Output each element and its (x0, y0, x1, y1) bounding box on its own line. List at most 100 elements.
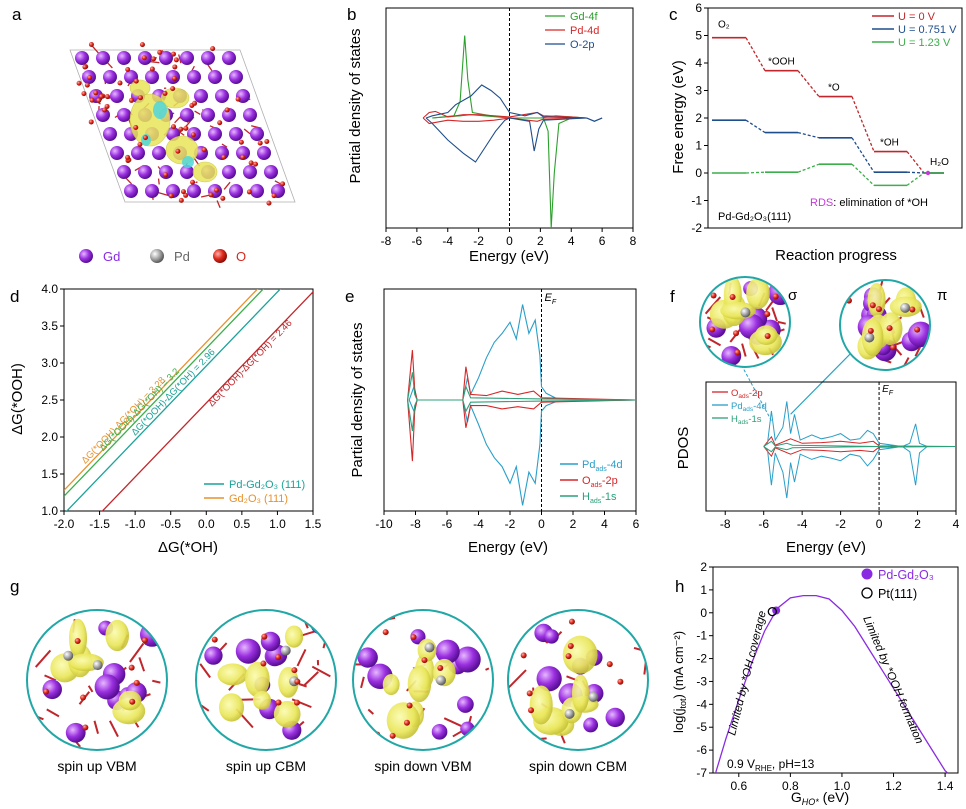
chart-h-condition-pre: 0.9 V (727, 757, 755, 771)
chart-h-legend-marker-pd (861, 568, 873, 580)
chart-d-line (64, 289, 259, 491)
chart-f-legend-label: Pdads-4d (731, 401, 767, 413)
chart-c-system-label: Pd-Gd₂O₃(111) (718, 211, 791, 223)
chart-c-step-label: O₂ (718, 20, 730, 31)
chart-f-series-down (763, 446, 957, 458)
chart-h-ytick-label: 2 (700, 560, 707, 574)
chart-b-xtick-label: -4 (442, 234, 453, 248)
panel-b-label: b (347, 5, 356, 24)
chart-d-line (65, 289, 282, 511)
chart-d-xtick-label: -1.0 (125, 517, 146, 531)
chart-c-rds-label: RDS: elimination of *OH (810, 197, 928, 209)
chart-f-legend-suffix: -1s (748, 414, 761, 425)
chart-f-legend-name: H (731, 414, 738, 425)
chart-h-ytick-label: -3 (696, 674, 707, 688)
chart-e-fermi-label-main: E (545, 292, 553, 304)
chart-c-connector (851, 163, 875, 186)
chart-d-legend-label: Pd-Gd₂O₃ (111) (229, 479, 305, 491)
atom-legend: Gd Pd O (79, 249, 246, 264)
chart-f-xlabel: Energy (eV) (786, 539, 866, 556)
chart-h-ytick-label: -5 (696, 720, 707, 734)
chart-h-frame (712, 566, 959, 774)
chart-d-xtick-label: -0.5 (160, 517, 181, 531)
chart-h-volcano-curve (714, 594, 949, 774)
chart-h-xtick-label: 0.8 (782, 779, 799, 793)
chart-f-series-up (763, 440, 956, 447)
chart-b-series-pd-4d-up (422, 110, 587, 119)
chart-h-ytick-label: -6 (696, 743, 707, 757)
chart-b-xtick-label: -8 (381, 234, 392, 248)
chart-b-legend-label: Pd-4d (570, 25, 599, 37)
chart-f-legend-name: Pd (731, 401, 743, 412)
chart-h-ylabel-tail: ) (mA cm⁻²) (671, 631, 686, 699)
chart-b-ylabel: Partial density of states (347, 28, 364, 183)
chart-d-ytick-label: 4.0 (41, 282, 58, 296)
chart-c-legend-label: U = 0 V (898, 11, 936, 23)
chart-c-rds-prefix: RDS (810, 197, 833, 209)
chart-h-ytick-label: -2 (696, 652, 707, 666)
chart-h-ylabel-sub: tot (678, 698, 688, 709)
chart-d-xtick-label: 1.5 (305, 517, 322, 531)
chart-h-condition-sub: RHE (755, 764, 772, 773)
chart-d-ytick-label: 2.0 (41, 430, 58, 444)
chart-c: Free energy (eV) Reaction progress Pd-Gd… (670, 1, 963, 264)
chart-c-rds-text: : elimination of *OH (833, 197, 928, 209)
chart-c-ytick-label: 3 (695, 84, 702, 98)
chart-f-series-up (763, 435, 957, 447)
chart-e-xtick-label: -2 (505, 517, 516, 531)
chart-c-ytick-label: -2 (691, 221, 702, 235)
chart-d: ΔG(*OOH) ΔG(*OH) -2.0 -1.5 -1.0 -0.5 0.0 0.5 1… (9, 282, 322, 556)
chart-e-legend-name: H (582, 491, 590, 503)
g-caption-4: spin down CBM (529, 758, 627, 774)
chart-e-series-down (408, 399, 637, 506)
chart-h-xtick-label: 1.4 (937, 779, 954, 793)
chart-e-xlabel: Energy (eV) (468, 539, 548, 556)
chart-h-pt111-point (767, 606, 777, 617)
chart-h-ytick-label: 1 (700, 583, 707, 597)
chart-e-series-down (407, 399, 637, 462)
chart-f-series-down (763, 446, 956, 453)
panel-h-label: h (675, 577, 684, 596)
chart-e-legend-sub: ads (590, 498, 602, 505)
chart-h-xtick-label: 1.2 (885, 779, 902, 793)
chart-b-xlabel: Energy (eV) (469, 248, 549, 265)
chart-f-ylabel: PDOS (675, 427, 692, 470)
chart-b-xtick-label: -2 (473, 234, 484, 248)
pd-legend-icon (150, 249, 164, 263)
chart-c-connector (745, 37, 766, 72)
chart-e-legend-label: Oads-2p (582, 475, 618, 489)
chart-b-xtick-label: -6 (412, 234, 423, 248)
chart-e-series-down (407, 399, 637, 432)
chart-e-xtick-label: -6 (442, 517, 453, 531)
chart-e-legend-suffix: -1s (601, 491, 617, 503)
chart-e-xtick-label: 0 (538, 517, 545, 531)
chart-e-series-up (407, 372, 637, 401)
chart-e-series-up (408, 304, 637, 401)
chart-h-annotation-right: Limited by *OOH formation (860, 614, 925, 745)
chart-e-ylabel: Partial density of states (349, 322, 366, 477)
structure-a-image (69, 41, 296, 208)
chart-f-legend-name: O (731, 388, 738, 399)
chart-f-fermi-label: EF (882, 384, 894, 397)
chart-c-ytick-label: 5 (695, 29, 702, 43)
chart-f-series-down (763, 445, 956, 499)
chart-f-fermi-label-sub: F (889, 390, 894, 397)
o-legend-label: O (236, 249, 246, 264)
g-caption-2: spin up CBM (226, 758, 306, 774)
panel-e-label: e (345, 287, 354, 306)
chart-e-fermi-label: EF (545, 292, 557, 306)
chart-c-step-label: *OOH (768, 57, 795, 68)
chart-f-xtick-label: 0 (876, 517, 883, 531)
chart-c-xlabel: Reaction progress (775, 247, 897, 264)
chart-c-ytick-label: 1 (695, 139, 702, 153)
chart-b-legend-label: O-2p (570, 39, 594, 51)
chart-b: Partial density of states Energy (eV) -8… (347, 7, 637, 265)
chart-b-xtick-label: 2 (537, 234, 544, 248)
chart-b-xtick-label: 4 (568, 234, 575, 248)
chart-b-xtick-label: 6 (599, 234, 606, 248)
chart-d-ytick-label: 3.0 (41, 356, 58, 370)
chart-d-ytick-label: 1.0 (41, 504, 58, 518)
chart-e-legend-suffix: -4d (607, 459, 623, 471)
chart-e-xtick-label: 4 (601, 517, 608, 531)
chart-e: Partial density of states Energy (eV) -1… (349, 288, 640, 556)
